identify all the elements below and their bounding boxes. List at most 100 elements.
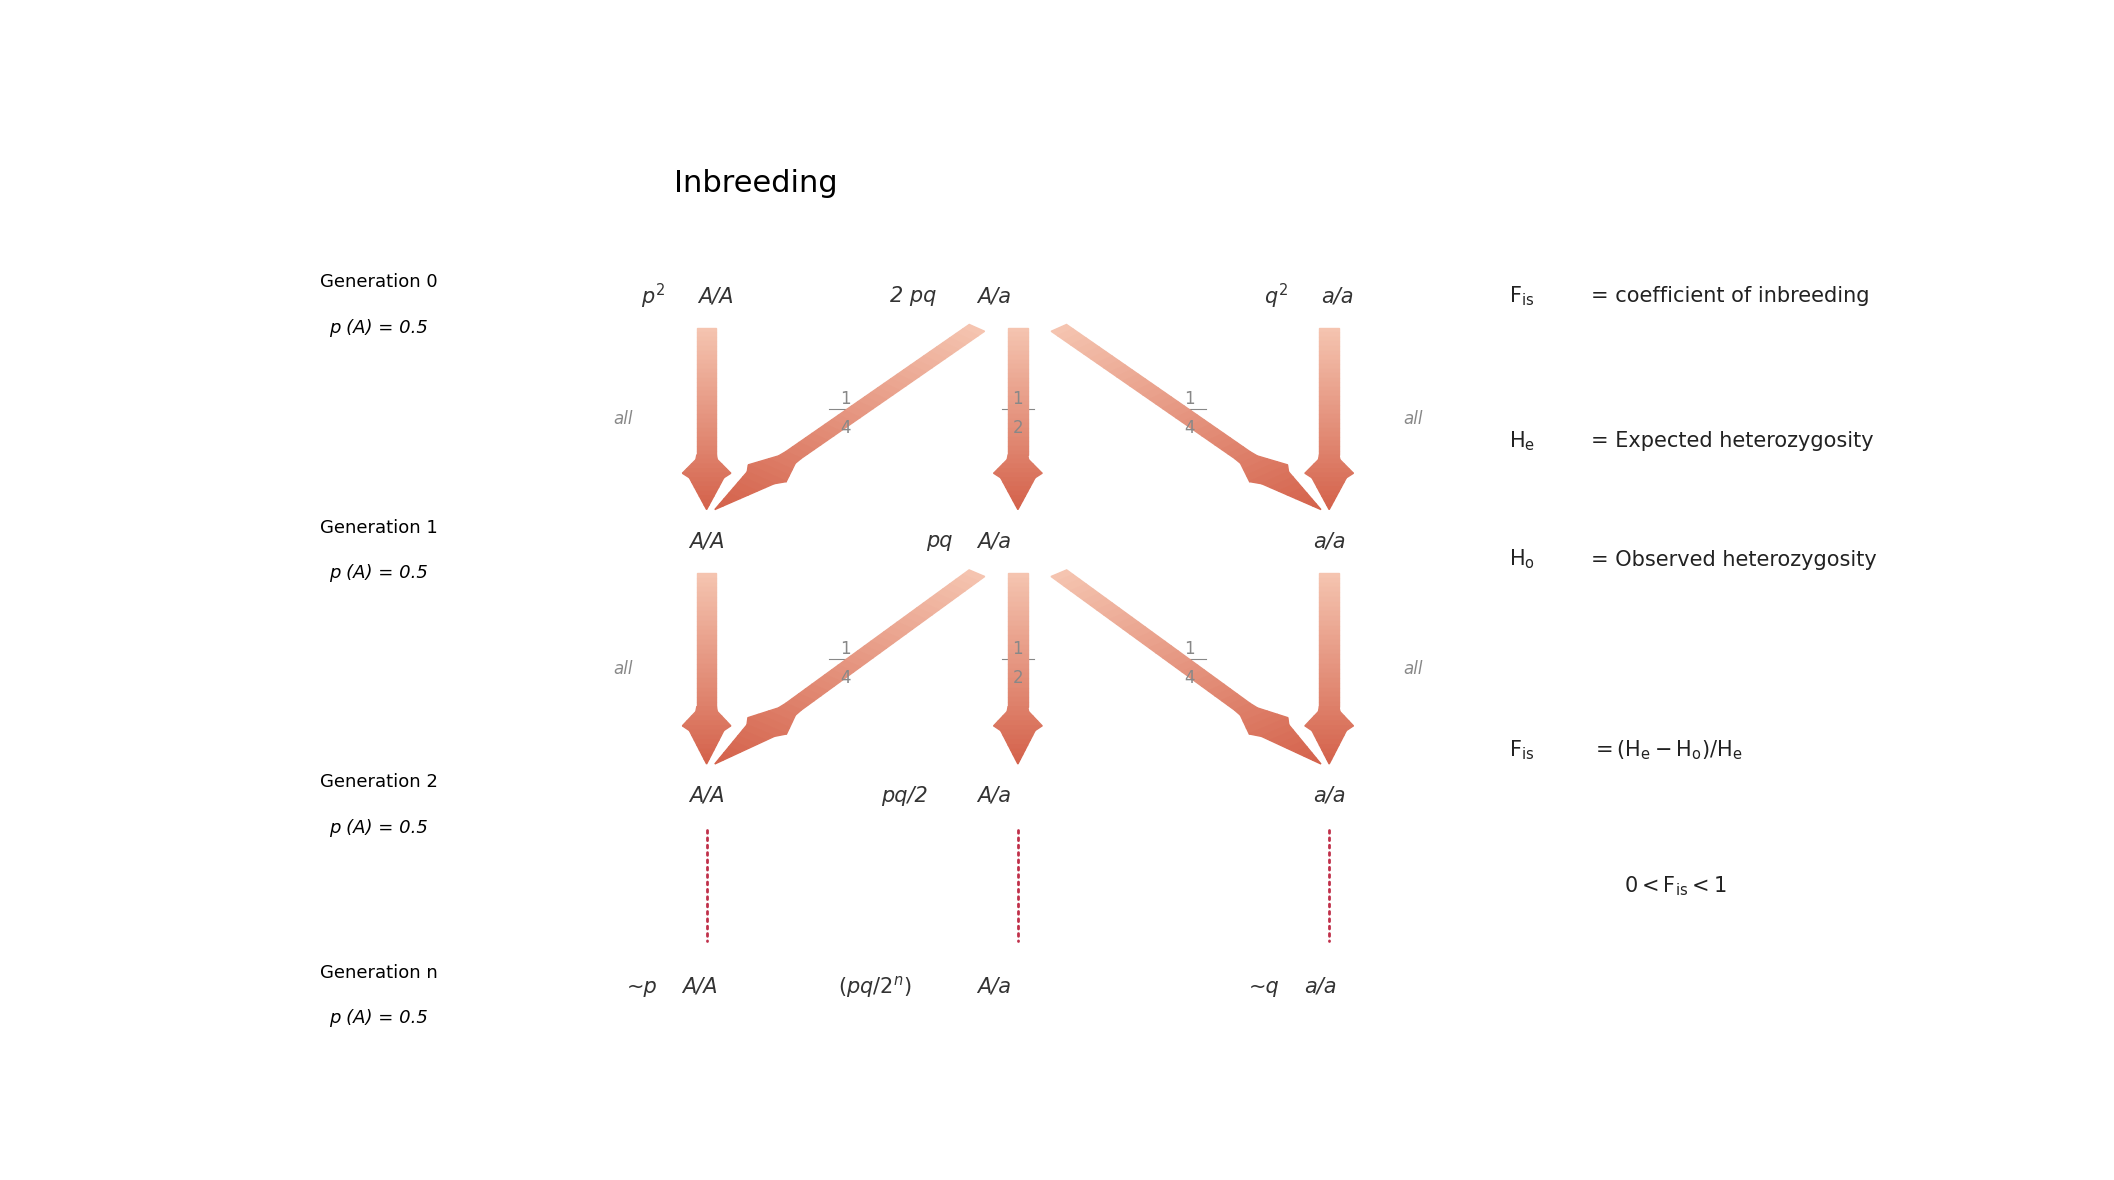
Polygon shape — [698, 583, 717, 588]
Polygon shape — [698, 387, 717, 392]
Polygon shape — [698, 328, 717, 333]
Polygon shape — [1008, 432, 1027, 437]
Polygon shape — [1319, 640, 1338, 644]
Polygon shape — [1008, 688, 1027, 693]
Polygon shape — [1317, 487, 1342, 491]
Polygon shape — [1008, 583, 1027, 588]
Polygon shape — [1008, 644, 1027, 649]
Polygon shape — [858, 647, 879, 657]
Polygon shape — [1063, 579, 1087, 591]
Polygon shape — [1328, 759, 1332, 763]
Polygon shape — [786, 699, 808, 710]
Polygon shape — [1315, 735, 1345, 740]
Text: A/a: A/a — [977, 531, 1010, 551]
Polygon shape — [1008, 660, 1027, 664]
Polygon shape — [1304, 468, 1353, 473]
Polygon shape — [1008, 392, 1027, 396]
Polygon shape — [956, 575, 979, 586]
Polygon shape — [767, 455, 795, 470]
Polygon shape — [1156, 398, 1177, 408]
Polygon shape — [698, 346, 717, 350]
Polygon shape — [1116, 369, 1139, 381]
Text: $\mathregular{H_e}$: $\mathregular{H_e}$ — [1509, 430, 1535, 453]
Polygon shape — [1002, 459, 1034, 464]
Polygon shape — [1015, 759, 1021, 763]
Polygon shape — [698, 630, 717, 635]
Polygon shape — [1008, 451, 1027, 455]
Polygon shape — [1262, 472, 1294, 487]
Polygon shape — [871, 637, 892, 648]
Polygon shape — [1313, 504, 1321, 510]
Polygon shape — [1319, 396, 1338, 400]
Polygon shape — [1163, 651, 1184, 662]
Polygon shape — [1319, 437, 1338, 441]
Text: all: all — [1404, 409, 1423, 427]
Polygon shape — [698, 664, 717, 669]
Polygon shape — [1008, 678, 1027, 683]
Polygon shape — [698, 649, 717, 654]
Polygon shape — [1008, 424, 1027, 428]
Polygon shape — [1110, 366, 1133, 376]
Polygon shape — [1319, 346, 1338, 350]
Polygon shape — [831, 415, 854, 427]
Polygon shape — [698, 635, 717, 640]
Polygon shape — [698, 437, 717, 441]
Polygon shape — [1319, 337, 1338, 341]
Polygon shape — [1319, 333, 1338, 337]
Polygon shape — [949, 579, 972, 591]
Polygon shape — [1319, 664, 1338, 669]
Polygon shape — [1328, 505, 1332, 510]
Polygon shape — [1104, 361, 1125, 372]
Polygon shape — [729, 741, 748, 752]
Polygon shape — [1008, 607, 1027, 611]
Polygon shape — [1279, 483, 1302, 494]
Polygon shape — [865, 393, 886, 404]
Polygon shape — [691, 712, 721, 716]
Text: = Observed heterozygosity: = Observed heterozygosity — [1592, 550, 1877, 570]
Polygon shape — [698, 360, 717, 365]
Text: $p^2$: $p^2$ — [641, 282, 666, 310]
Polygon shape — [824, 420, 848, 431]
Text: $\mathregular{0 < F_{is} < 1}$: $\mathregular{0 < F_{is} < 1}$ — [1624, 874, 1727, 898]
Text: Generation n: Generation n — [319, 964, 438, 982]
Polygon shape — [715, 759, 723, 763]
Polygon shape — [1084, 347, 1106, 359]
Polygon shape — [877, 384, 898, 395]
Polygon shape — [1097, 356, 1118, 368]
Polygon shape — [1203, 430, 1224, 440]
Polygon shape — [1319, 360, 1338, 365]
Polygon shape — [786, 447, 808, 459]
Polygon shape — [698, 602, 717, 607]
Polygon shape — [1008, 625, 1027, 630]
Polygon shape — [1319, 341, 1338, 346]
Polygon shape — [1084, 594, 1106, 605]
Text: p (A) = 0.5: p (A) = 0.5 — [330, 1009, 429, 1028]
Polygon shape — [1319, 678, 1338, 683]
Polygon shape — [700, 749, 715, 754]
Polygon shape — [846, 656, 867, 667]
Polygon shape — [1078, 589, 1099, 601]
Polygon shape — [698, 597, 717, 602]
Polygon shape — [1319, 446, 1338, 451]
Text: 4: 4 — [841, 419, 852, 437]
Text: $\mathregular{F_{is}}$: $\mathregular{F_{is}}$ — [1509, 284, 1535, 308]
Polygon shape — [698, 405, 717, 409]
Polygon shape — [1015, 505, 1021, 510]
Polygon shape — [799, 438, 820, 450]
Polygon shape — [698, 451, 717, 455]
Polygon shape — [698, 697, 717, 702]
Polygon shape — [1006, 455, 1030, 459]
Text: Generation 0: Generation 0 — [319, 274, 438, 291]
Polygon shape — [1309, 716, 1349, 721]
Polygon shape — [896, 617, 920, 629]
Polygon shape — [698, 491, 717, 496]
Polygon shape — [698, 382, 717, 387]
Polygon shape — [742, 725, 774, 740]
Polygon shape — [1008, 396, 1027, 400]
Polygon shape — [865, 642, 886, 653]
Polygon shape — [831, 666, 854, 676]
Text: A/A: A/A — [683, 977, 717, 997]
Text: $q^2$: $q^2$ — [1264, 282, 1287, 310]
Polygon shape — [994, 468, 1042, 473]
Polygon shape — [1319, 432, 1338, 437]
